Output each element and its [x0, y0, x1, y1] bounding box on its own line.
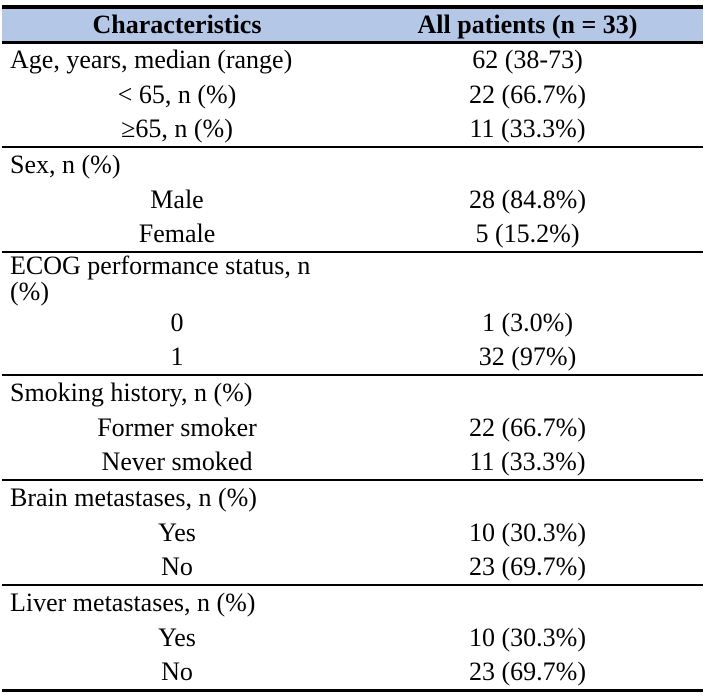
table-row-sex-male: Male 28 (84.8%): [2, 182, 703, 217]
row-label: 1: [170, 342, 184, 371]
table-row-liver-met-no: No 23 (69.7%): [2, 655, 703, 690]
header-all-patients: All patients (n = 33): [417, 9, 638, 39]
table-row-sex-female: Female 5 (15.2%): [2, 217, 703, 252]
row-label: < 65, n (%): [117, 79, 237, 109]
row-label: Male: [150, 184, 204, 214]
table-row-brain-met-yes: Yes 10 (30.3%): [2, 515, 703, 550]
table-row-age: Age, years, median (range) 62 (38-73): [2, 42, 703, 77]
table-row-liver-met-yes: Yes 10 (30.3%): [2, 620, 703, 655]
table-row-age-gte65: ≥65, n (%) 11 (33.3%): [2, 112, 703, 147]
row-value: 22 (66.7%): [469, 79, 586, 109]
row-value: 32 (97%): [478, 342, 577, 371]
row-value: 10 (30.3%): [469, 622, 586, 652]
row-label: Smoking history, n (%): [10, 378, 253, 407]
row-value: 62 (38-73): [472, 45, 583, 75]
row-label: Female: [138, 219, 216, 248]
patient-characteristics-table: Characteristics All patients (n = 33) Ag…: [2, 5, 703, 692]
row-label: Age, years, median (range): [10, 45, 293, 75]
row-value: [352, 585, 703, 620]
row-value: 28 (84.8%): [469, 184, 586, 214]
row-value: 1 (3.0%): [482, 307, 573, 337]
row-label: No: [161, 552, 193, 581]
row-value: 11 (33.3%): [469, 447, 586, 476]
row-value: 23 (69.7%): [469, 552, 586, 581]
row-label: Liver metastases, n (%): [10, 588, 256, 617]
table-row-age-lt65: < 65, n (%) 22 (66.7%): [2, 77, 703, 112]
table-row-ecog-1: 1 32 (97%): [2, 340, 703, 375]
table-row-liver-met: Liver metastases, n (%): [2, 585, 703, 620]
table-row-smoking-never: Never smoked 11 (33.3%): [2, 445, 703, 480]
table-row-smoking: Smoking history, n (%): [2, 375, 703, 410]
table-row-ecog: ECOG performance status, n (%): [2, 252, 703, 305]
table-row-smoking-former: Former smoker 22 (66.7%): [2, 410, 703, 445]
table-row-brain-met-no: No 23 (69.7%): [2, 550, 703, 585]
table-row-ecog-0: 0 1 (3.0%): [2, 305, 703, 340]
row-label: Yes: [158, 622, 196, 652]
row-value: 22 (66.7%): [469, 412, 586, 442]
row-label: 0: [170, 307, 184, 337]
row-label: No: [161, 656, 193, 686]
row-value: [352, 252, 703, 305]
row-label: Former smoker: [97, 412, 257, 442]
row-label: Brain metastases, n (%): [10, 483, 257, 512]
row-label: Never smoked: [101, 447, 253, 476]
row-value: [352, 147, 703, 182]
table-row-sex: Sex, n (%): [2, 147, 703, 182]
row-value: 5 (15.2%): [475, 219, 580, 248]
row-value: [352, 375, 703, 410]
row-label: ≥65, n (%): [121, 114, 233, 143]
table-row-brain-met: Brain metastases, n (%): [2, 480, 703, 515]
row-value: 11 (33.3%): [469, 114, 586, 143]
table-header-row: Characteristics All patients (n = 33): [2, 7, 703, 42]
row-label: Sex, n (%): [10, 150, 121, 179]
row-value: [352, 480, 703, 515]
row-label: Yes: [158, 517, 196, 547]
header-characteristics: Characteristics: [92, 9, 262, 39]
row-value: 10 (30.3%): [469, 517, 586, 547]
row-label: ECOG performance status, n (%): [10, 251, 311, 306]
row-value: 23 (69.7%): [469, 656, 586, 686]
